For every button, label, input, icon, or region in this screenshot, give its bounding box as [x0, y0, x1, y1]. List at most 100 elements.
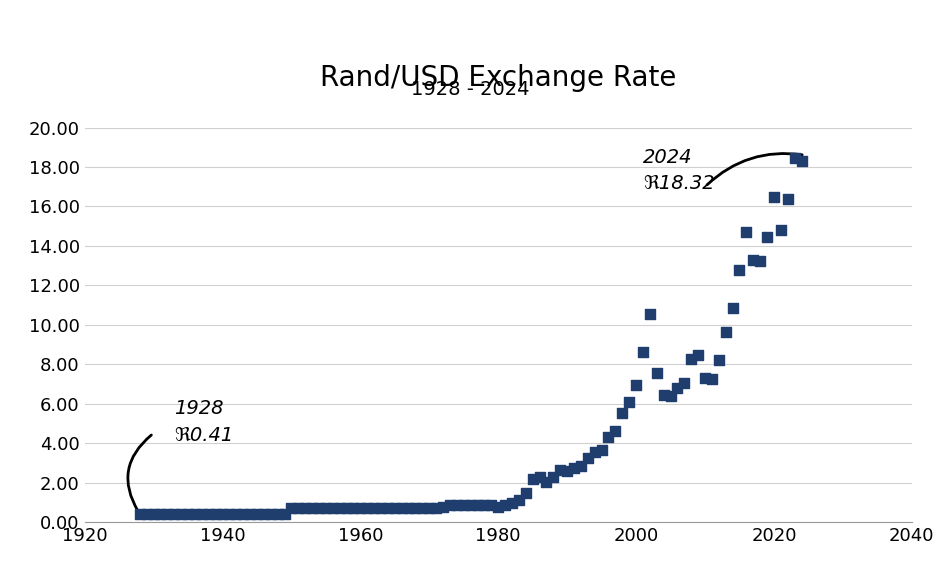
Point: [683, 354, 698, 364]
Point: [139, 509, 154, 519]
Point: [208, 509, 223, 519]
Point: [360, 503, 375, 513]
Point: [491, 502, 506, 511]
Point: [346, 503, 361, 513]
Point: [277, 509, 292, 519]
Point: [373, 503, 388, 513]
Point: [153, 509, 168, 519]
Point: [456, 500, 471, 509]
Point: [505, 498, 520, 508]
Point: [677, 378, 692, 387]
Point: [621, 397, 636, 406]
Point: [766, 193, 781, 202]
Point: [305, 503, 320, 513]
Point: [539, 477, 554, 487]
Point: [387, 503, 402, 513]
Point: [352, 503, 368, 513]
Point: [270, 509, 285, 519]
Point: [470, 500, 485, 509]
Point: [642, 310, 657, 319]
Point: [532, 472, 547, 481]
Point: [656, 390, 671, 400]
Point: [629, 380, 644, 390]
Point: [174, 509, 189, 519]
Point: [228, 509, 243, 519]
Point: [249, 509, 264, 519]
Text: 1928 - 2024: 1928 - 2024: [411, 81, 529, 99]
Point: [381, 503, 396, 513]
Point: [497, 500, 512, 509]
Point: [133, 509, 148, 519]
Point: [559, 466, 574, 476]
Point: [449, 500, 464, 509]
Text: 1928: 1928: [174, 398, 224, 418]
Point: [401, 503, 416, 513]
Point: [753, 256, 768, 266]
Point: [725, 303, 740, 313]
Point: [511, 495, 526, 505]
Point: [650, 368, 665, 378]
Point: [298, 503, 313, 513]
Point: [794, 156, 809, 165]
Point: [339, 503, 354, 513]
Point: [187, 509, 202, 519]
Point: [615, 408, 630, 418]
Point: [443, 500, 458, 509]
Point: [367, 503, 382, 513]
Point: [712, 356, 727, 365]
Point: [525, 474, 540, 484]
Point: [780, 194, 795, 204]
Point: [257, 509, 272, 519]
Point: [263, 509, 278, 519]
Point: [463, 500, 478, 509]
Point: [215, 509, 230, 519]
Text: ℜ0.41: ℜ0.41: [174, 426, 233, 445]
Point: [691, 350, 706, 360]
Point: [670, 384, 685, 393]
Point: [546, 473, 561, 482]
Point: [332, 503, 347, 513]
Point: [573, 461, 588, 470]
Point: [739, 227, 754, 237]
Point: [635, 347, 650, 357]
Point: [311, 503, 326, 513]
Title: Rand/USD Exchange Rate: Rand/USD Exchange Rate: [320, 64, 677, 92]
Point: [704, 374, 719, 383]
Point: [477, 500, 492, 509]
Point: [201, 509, 216, 519]
Point: [774, 226, 789, 235]
Point: [518, 488, 533, 498]
Point: [588, 447, 603, 456]
Point: [394, 503, 409, 513]
Point: [553, 466, 568, 475]
Point: [284, 503, 299, 513]
Point: [732, 266, 747, 275]
Point: [146, 509, 161, 519]
Point: [594, 446, 609, 455]
Point: [325, 503, 340, 513]
Point: [435, 502, 450, 512]
Point: [319, 503, 334, 513]
Point: [195, 509, 210, 519]
Point: [745, 255, 760, 264]
Point: [608, 426, 623, 436]
Point: [415, 503, 430, 513]
Point: [567, 463, 582, 472]
Text: ℜ18.32: ℜ18.32: [643, 174, 714, 193]
Point: [663, 392, 678, 401]
Point: [243, 509, 258, 519]
Point: [160, 509, 175, 519]
Point: [580, 453, 595, 462]
Point: [166, 509, 181, 519]
Point: [760, 233, 775, 242]
Point: [222, 509, 237, 519]
Point: [429, 503, 444, 513]
Point: [180, 509, 196, 519]
Point: [236, 509, 251, 519]
Point: [718, 327, 733, 336]
Point: [787, 154, 802, 163]
Point: [422, 503, 437, 513]
Point: [697, 373, 713, 382]
Point: [408, 503, 423, 513]
Point: [601, 433, 616, 442]
